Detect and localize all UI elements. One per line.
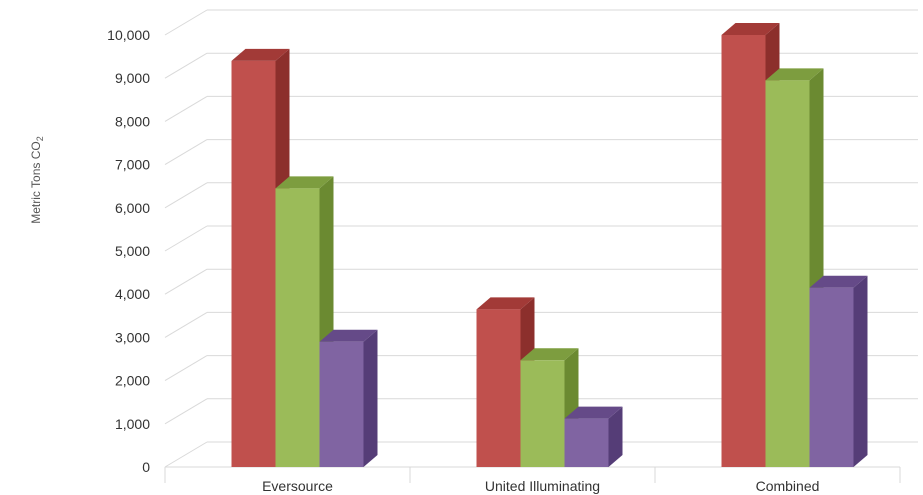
bar-top — [765, 68, 824, 81]
bar-front — [319, 341, 364, 467]
bar-top — [476, 297, 535, 310]
y-tick-label: 10,000 — [107, 27, 150, 43]
y-tick-label: 1,000 — [115, 416, 150, 432]
gridline-depth — [164, 182, 208, 209]
bar — [809, 275, 868, 467]
bar-front — [476, 309, 521, 467]
gridline-depth — [164, 268, 208, 295]
bar-side — [608, 406, 623, 467]
bar-front — [564, 418, 609, 467]
gridline-depth — [164, 9, 208, 36]
bar-top — [319, 329, 378, 342]
gridline-depth — [164, 311, 208, 338]
gridline-depth — [164, 398, 208, 425]
bar-front — [231, 60, 276, 468]
y-axis-title-subscript: 2 — [35, 136, 45, 141]
bar-top — [275, 176, 334, 189]
x-tick-label: United Illuminating — [485, 478, 600, 494]
bar-top — [809, 275, 868, 288]
y-axis-title-text: Metric Tons CO — [29, 141, 43, 223]
bar-front — [809, 287, 854, 467]
bar-front — [721, 35, 766, 467]
x-tick-label: Combined — [756, 478, 820, 494]
y-tick-label: 5,000 — [115, 243, 150, 259]
y-tick-label: 4,000 — [115, 286, 150, 302]
bar-top — [231, 48, 290, 61]
y-axis-title: Metric Tons CO2 — [29, 136, 45, 223]
bar-top — [520, 348, 579, 361]
gridline-depth — [164, 95, 208, 122]
x-axis: Eversource United Illuminating Combined — [262, 478, 819, 494]
bar-top — [564, 406, 623, 419]
y-tick-label: 3,000 — [115, 329, 150, 345]
gridline-depth — [164, 355, 208, 382]
y-tick-label: 9,000 — [115, 70, 150, 86]
bar — [564, 406, 623, 467]
bar-top — [721, 23, 780, 35]
bar-layer — [231, 23, 868, 468]
gridline-depth — [164, 52, 208, 79]
y-axis: 0 1,000 2,000 3,000 4,000 5,000 6,000 7,000 8,00… — [107, 27, 150, 475]
gridline-depth — [164, 441, 208, 468]
gridline-depth — [164, 139, 208, 166]
y-tick-label: 2,000 — [115, 373, 150, 389]
y-tick-label: 8,000 — [115, 113, 150, 129]
bar — [319, 329, 378, 467]
y-tick-label: 7,000 — [115, 157, 150, 173]
y-tick-label: 6,000 — [115, 200, 150, 216]
bar-side — [363, 329, 378, 467]
bar-side — [853, 275, 868, 467]
bar-front — [275, 188, 320, 468]
x-tick-label: Eversource — [262, 478, 333, 494]
bar-front — [765, 80, 810, 468]
bar-front — [520, 360, 565, 467]
gridline-depth — [164, 225, 208, 252]
y-tick-label: 0 — [142, 459, 150, 475]
